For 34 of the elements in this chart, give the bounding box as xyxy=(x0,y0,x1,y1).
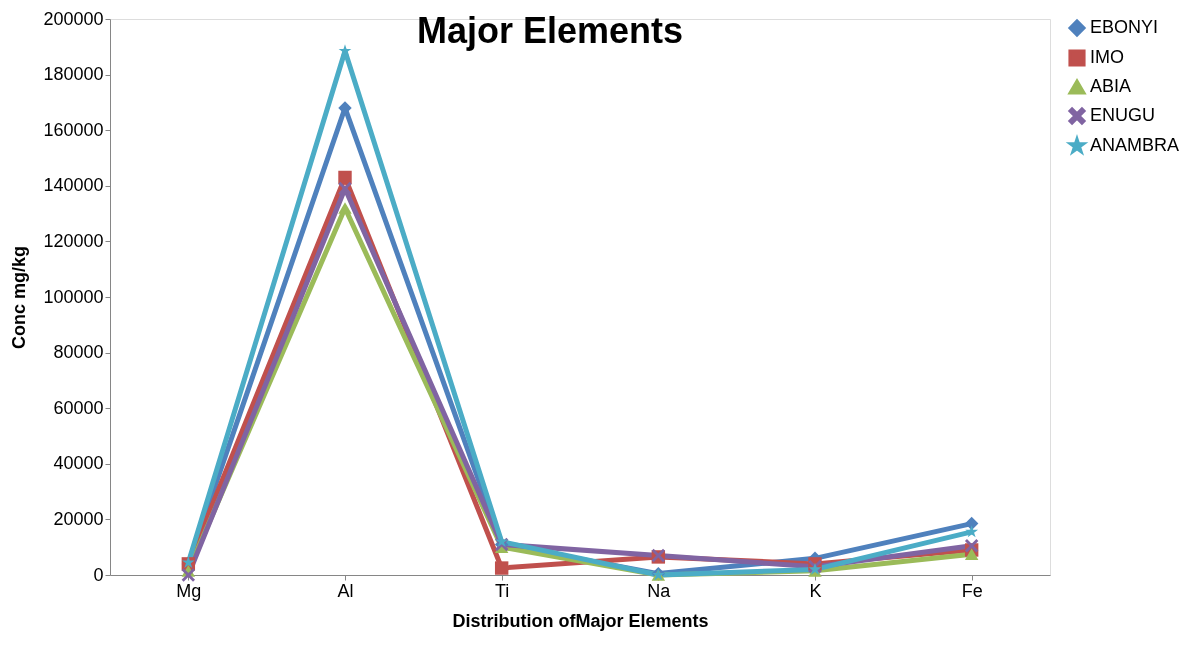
legend-label: ENUGU xyxy=(1090,105,1156,125)
y-tick-label: 200000 xyxy=(43,8,104,29)
x-tick-label: Ti xyxy=(495,580,510,601)
legend-label: IMO xyxy=(1090,47,1124,67)
y-tick-label: 0 xyxy=(93,564,104,585)
y-tick-label: 60000 xyxy=(53,397,104,418)
y-tick-label: 140000 xyxy=(43,175,104,196)
point xyxy=(338,202,352,214)
y-tick-label: 80000 xyxy=(53,342,104,363)
x-tick-label: K xyxy=(809,580,822,601)
point xyxy=(181,568,196,582)
legend-label: EBONYI xyxy=(1090,17,1159,37)
point xyxy=(338,44,352,57)
point xyxy=(964,539,979,553)
point xyxy=(338,170,352,185)
legend-label: ANAMBRA xyxy=(1090,135,1180,155)
point xyxy=(338,181,352,196)
y-tick-label: 120000 xyxy=(43,230,104,251)
y-tick-label: 20000 xyxy=(53,508,104,529)
x-tick-label: Al xyxy=(337,580,354,601)
legend-label: ABIA xyxy=(1090,76,1132,96)
x-axis-title: Distribution ofMajor Elements xyxy=(452,610,709,631)
x-tick-label: Fe xyxy=(961,580,983,601)
y-tick-label: 180000 xyxy=(43,64,104,85)
y-tick-label: 160000 xyxy=(43,119,104,140)
y-tick-label: 100000 xyxy=(43,286,104,307)
y-axis-title: Conc mg/kg xyxy=(9,245,30,350)
point xyxy=(965,525,979,538)
y-tick-label: 40000 xyxy=(53,453,104,474)
point xyxy=(494,561,509,575)
chart-title: Major Elements xyxy=(416,10,684,51)
x-tick-label: Na xyxy=(647,580,672,601)
point xyxy=(964,548,979,560)
x-tick-label: Mg xyxy=(176,580,202,601)
